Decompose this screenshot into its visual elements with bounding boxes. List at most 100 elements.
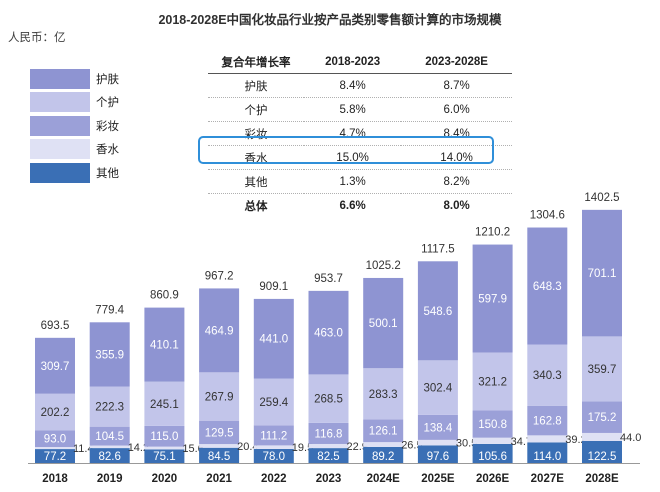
data-label: 114.0 <box>533 451 561 463</box>
bar-segment <box>472 244 513 353</box>
x-tick-label: 2018 <box>42 473 68 485</box>
data-label: 267.9 <box>205 392 234 404</box>
data-label: 202.2 <box>41 407 70 419</box>
bar-segment <box>363 442 404 447</box>
bar-segment <box>35 430 75 448</box>
bar-segment <box>417 360 458 415</box>
bar-segment <box>35 449 75 463</box>
data-label: 122.5 <box>588 451 617 463</box>
x-tick-label: 2022 <box>261 473 287 485</box>
data-label: 115.0 <box>150 431 178 443</box>
unit-label: 人民币：亿 <box>8 32 66 44</box>
table-header-period-2: 2023-2028E <box>401 50 512 74</box>
legend-item: 彩妆 <box>30 114 119 138</box>
bar-segment <box>89 445 130 449</box>
data-label: 14.2 <box>128 442 149 454</box>
bar-segment <box>472 437 513 444</box>
bar-segment <box>199 288 240 373</box>
table-header-row: 复合年增长率 2018-2023 2023-2028E <box>208 50 512 74</box>
bar-segment <box>363 419 404 443</box>
table-cell: 1.3% <box>304 169 402 194</box>
x-tick-label: 2026E <box>476 473 510 485</box>
chart-title: 2018-2028E中国化妆品行业按产品类别零售额计算的市场规模 <box>158 13 502 27</box>
legend-label: 彩妆 <box>96 120 119 133</box>
bar-segment <box>35 393 75 431</box>
bar-segment <box>527 344 568 406</box>
x-tick-label: 2024E <box>367 473 401 485</box>
bar-segment <box>472 352 513 411</box>
bar-segment <box>144 307 185 382</box>
data-label: 355.9 <box>95 349 124 361</box>
total-label: 1025.2 <box>366 260 401 272</box>
legend-swatch <box>30 68 90 89</box>
table-cell: 8.0% <box>443 199 470 212</box>
data-label: 245.1 <box>150 399 179 411</box>
bar-segment <box>582 440 622 463</box>
data-label: 222.3 <box>95 402 124 414</box>
data-label: 283.3 <box>369 389 398 401</box>
table-cell: 8.7% <box>401 73 512 98</box>
data-label: 30.5 <box>456 438 477 450</box>
table-cell: 8.2% <box>401 169 512 194</box>
table-row: 总体 6.6% 8.0% <box>208 194 512 218</box>
bar-segment <box>35 337 75 394</box>
data-label: 82.5 <box>317 451 339 463</box>
bar-segment <box>199 444 240 448</box>
x-tick-label: 2028E <box>585 473 619 485</box>
bar-segment <box>89 386 130 427</box>
data-label: 11.4 <box>73 443 94 455</box>
data-label: 20.4 <box>237 441 258 453</box>
x-tick-label: 2027E <box>531 473 565 485</box>
data-label: 500.1 <box>369 318 398 330</box>
bar-segment <box>363 277 404 369</box>
total-label: 860.9 <box>150 290 179 302</box>
data-label: 26.5 <box>401 440 422 452</box>
total-label: 1304.6 <box>530 210 565 222</box>
table-cell: 5.8% <box>304 97 402 122</box>
legend-item: 个护 <box>30 91 119 115</box>
table-row: 个护 5.8% 6.0% <box>208 97 512 122</box>
table-cell: 6.0% <box>401 97 512 122</box>
data-label: 162.8 <box>533 416 562 428</box>
data-label: 138.4 <box>424 422 453 434</box>
bar-segment <box>308 443 349 449</box>
bar-segment <box>308 448 349 463</box>
table-cell: 个护 <box>208 97 304 122</box>
data-label: 84.5 <box>208 451 230 463</box>
bar-segment <box>253 445 294 449</box>
bar-segment <box>35 447 75 450</box>
bar-segment <box>199 447 240 463</box>
table-cell: 总体 <box>244 200 268 213</box>
table-cell: 香水 <box>208 145 304 170</box>
data-label: 34.7 <box>511 436 532 448</box>
data-label: 150.8 <box>478 419 507 431</box>
bar-segment <box>89 322 130 387</box>
x-tick-label: 2021 <box>206 473 232 485</box>
data-label: 104.5 <box>95 431 124 443</box>
data-label: 302.4 <box>424 383 453 395</box>
bar-segment <box>253 298 294 379</box>
legend-label: 护肤 <box>96 73 119 86</box>
data-label: 126.1 <box>369 426 398 438</box>
data-label: 597.9 <box>478 294 507 306</box>
data-label: 111.2 <box>260 430 287 442</box>
data-label: 309.7 <box>41 361 70 373</box>
bar-segment <box>363 446 404 463</box>
x-tick-label: 2020 <box>152 473 178 485</box>
data-label: 464.9 <box>205 325 234 337</box>
bar-segment <box>253 378 294 426</box>
data-label: 463.0 <box>314 328 343 340</box>
data-label: 175.2 <box>588 412 617 424</box>
legend-label: 香水 <box>96 144 119 157</box>
data-label: 22.9 <box>347 441 368 453</box>
bar-segment <box>417 261 458 361</box>
total-label: 953.7 <box>314 273 343 285</box>
x-tick-label: 2025E <box>421 473 455 485</box>
bar-segment <box>527 435 568 443</box>
bar-segment <box>144 449 185 463</box>
bar-segment <box>527 227 568 345</box>
bar-segment <box>144 381 185 426</box>
cagr-table: 复合年增长率 2018-2023 2023-2028E 护肤 8.4% 8.7% 个护… <box>208 50 512 217</box>
legend-swatch <box>30 162 90 183</box>
